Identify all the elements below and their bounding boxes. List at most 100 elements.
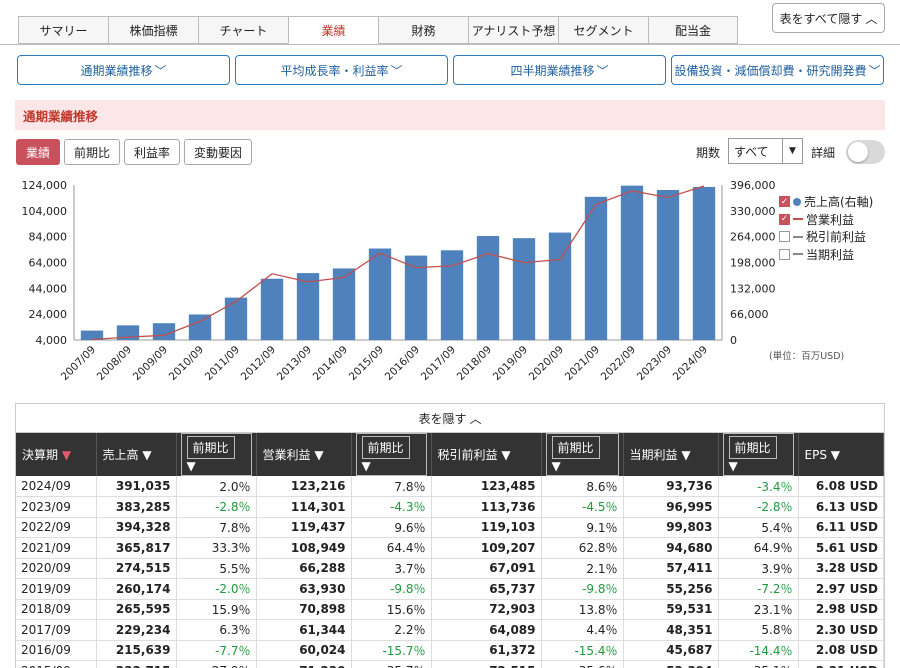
performance-chart: 124,000 104,000 84,000 64,000 44,000 24,000 4,… [22, 179, 776, 383]
hide-table-button[interactable]: 表を隠す ︿ [16, 404, 884, 433]
table-cell: 35.7％ [351, 660, 432, 668]
col-header-pretax-yoy[interactable]: 前期比 ▼ [541, 433, 624, 476]
unit-note: (単位：百万USD) [769, 351, 845, 362]
legend-item-operating-income[interactable]: ✓ 営業利益 [779, 211, 873, 229]
checkbox-checked-icon[interactable]: ✓ [779, 196, 790, 208]
col-header-operating-yoy[interactable]: 前期比 ▼ [351, 433, 432, 476]
legend-item-revenue[interactable]: ✓ 売上高(右軸) [779, 193, 873, 211]
x-tick-label: 2018/09 [455, 344, 494, 383]
checkbox-unchecked-icon[interactable] [779, 248, 790, 260]
table-cell: 9.1％ [541, 517, 624, 538]
table-cell: 61,372 [431, 640, 542, 661]
col-header-operating-income[interactable]: 営業利益 ▼ [256, 433, 352, 476]
period-select[interactable]: すべて ▼ [728, 138, 803, 164]
table-cell: 99,803 [623, 517, 719, 538]
tab-stock-indicators[interactable]: 株価指標 [108, 16, 198, 44]
bar [224, 297, 248, 340]
tab-dividend[interactable]: 配当金 [648, 16, 738, 44]
table-cell: 3.28 USD [798, 558, 884, 579]
detail-toggle[interactable] [846, 140, 885, 164]
table-cell: -4.3％ [351, 496, 432, 518]
legend-item-pretax-income[interactable]: 税引前利益 [779, 228, 873, 246]
x-tick-label: 2008/09 [95, 344, 134, 383]
hide-all-tables-button[interactable]: 表をすべて隠す ︿ [772, 3, 885, 33]
hide-table-label: 表を隠す [418, 411, 467, 426]
x-tick-label: 2011/09 [203, 344, 242, 383]
checkbox-unchecked-icon[interactable] [779, 231, 790, 243]
x-tick-label: 2022/09 [599, 344, 638, 383]
col-header-eps[interactable]: EPS ▼ [798, 433, 884, 476]
table-cell: 6.08 USD [798, 476, 884, 497]
table-cell: 3.7％ [351, 558, 432, 579]
table-row: 2016/09 215,639 -7.7％ 60,024 -15.7％ 61,372 -15… [16, 640, 884, 661]
table-cell: 274,515 [96, 558, 177, 579]
table-cell: 53,394 [623, 660, 719, 668]
tab-chart[interactable]: チャート [198, 16, 288, 44]
table-cell: 5.5％ [176, 558, 257, 579]
col-header-revenue-yoy[interactable]: 前期比 ▼ [176, 433, 257, 476]
performance-table-container: 表を隠す ︿ 決算期 ▼ 売上高 ▼ 前期比 ▼ 営業利益 ▼ 前期比 ▼ 税引… [15, 403, 885, 668]
table-cell: -4.5％ [541, 496, 624, 518]
col-label: EPS [804, 447, 827, 462]
chevron-down-icon: ﹀ [596, 63, 609, 78]
x-tick-label: 2015/09 [347, 344, 386, 383]
table-cell: 114,301 [256, 496, 352, 518]
checkbox-checked-icon[interactable]: ✓ [779, 213, 790, 225]
col-label: 前期比 [728, 436, 777, 459]
table-cell: -2.8％ [176, 496, 257, 518]
mode-yoy-button[interactable]: 前期比 [64, 139, 121, 165]
tab-analyst-forecast[interactable]: アナリスト予想 [468, 16, 558, 44]
table-cell: 72,903 [431, 599, 542, 620]
mode-margin-button[interactable]: 利益率 [124, 139, 181, 165]
section-capex-button[interactable]: 設備投資・減価償却費・研究開発費 ﹀ [671, 55, 884, 85]
col-header-net-yoy[interactable]: 前期比 ▼ [718, 433, 799, 476]
x-tick-label: 2016/09 [383, 344, 422, 383]
table-cell: 48,351 [623, 619, 719, 641]
table-cell: 57,411 [623, 558, 719, 579]
col-header-net-income[interactable]: 当期利益 ▼ [623, 433, 719, 476]
line-marker-icon [793, 235, 803, 238]
tab-summary[interactable]: サマリー [18, 16, 108, 44]
table-cell: 265,595 [96, 599, 177, 620]
section-growth-button[interactable]: 平均成長率・利益率 ﹀ [235, 55, 448, 85]
section-label: 通期業績推移 [80, 63, 153, 78]
col-label: 前期比 [186, 436, 235, 459]
section-annual-button[interactable]: 通期業績推移 ﹀ [17, 55, 230, 85]
col-header-period[interactable]: 決算期 ▼ [16, 433, 97, 476]
table-cell: -3.4％ [718, 476, 799, 497]
x-tick-label: 2010/09 [167, 344, 206, 383]
table-row: 2019/09 260,174 -2.0％ 63,930 -9.8％ 65,737 -9.8… [16, 578, 884, 600]
tab-financials[interactable]: 財務 [378, 16, 468, 44]
legend-item-net-income[interactable]: 当期利益 [779, 246, 873, 264]
table-cell: 2.30 USD [798, 619, 884, 641]
table-cell: 391,035 [96, 476, 177, 497]
section-quarterly-button[interactable]: 四半期業績推移 ﹀ [453, 55, 666, 85]
table-cell: -15.7％ [351, 640, 432, 661]
y-tick-label-left: 44,000 [29, 282, 68, 295]
section-nav: 通期業績推移 ﹀ 平均成長率・利益率 ﹀ 四半期業績推移 ﹀ 設備投資・減価償却費・研… [17, 55, 884, 85]
tab-segment[interactable]: セグメント [558, 16, 648, 44]
table-cell: 2022/09 [16, 517, 97, 538]
table-cell: 9.6％ [351, 517, 432, 538]
line-marker-icon [793, 218, 803, 221]
mode-factors-button[interactable]: 変動要因 [184, 139, 253, 165]
chevron-up-icon: ︿ [865, 11, 878, 26]
detail-label: 詳細 [811, 146, 836, 160]
col-label: 決算期 [22, 448, 59, 462]
table-cell: 7.8％ [176, 517, 257, 538]
table-cell: 59,531 [623, 599, 719, 620]
mode-performance-button[interactable]: 業績 [16, 139, 61, 165]
table-row: 2017/09 229,234 6.3％ 61,344 2.2％ 64,089 4.4％ 48… [16, 619, 884, 641]
table-cell: 215,639 [96, 640, 177, 661]
bar [656, 189, 680, 340]
table-cell: 66,288 [256, 558, 352, 579]
legend-label: 売上高(右軸) [804, 195, 874, 210]
table-cell: 27.9％ [176, 660, 257, 668]
table-cell: 6.11 USD [798, 517, 884, 538]
col-header-revenue[interactable]: 売上高 ▼ [96, 433, 177, 476]
col-label: 前期比 [361, 436, 410, 459]
table-cell: -14.4％ [718, 640, 799, 661]
tab-performance[interactable]: 業績 [288, 16, 378, 44]
col-header-pretax-income[interactable]: 税引前利益 ▼ [431, 433, 542, 476]
chart-legend: ✓ 売上高(右軸) ✓ 営業利益 税引前利益 当期利益 [779, 193, 873, 263]
